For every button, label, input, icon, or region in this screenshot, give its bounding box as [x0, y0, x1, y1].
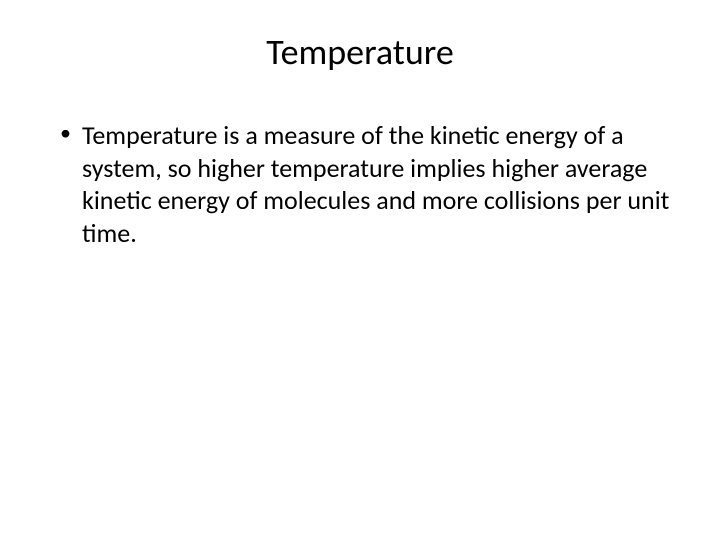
list-item: Temperature is a measure of the kinetic …: [60, 119, 680, 249]
slide-container: Temperature Temperature is a measure of …: [0, 0, 720, 540]
slide-title: Temperature: [40, 30, 680, 74]
slide-body-list: Temperature is a measure of the kinetic …: [40, 119, 680, 249]
